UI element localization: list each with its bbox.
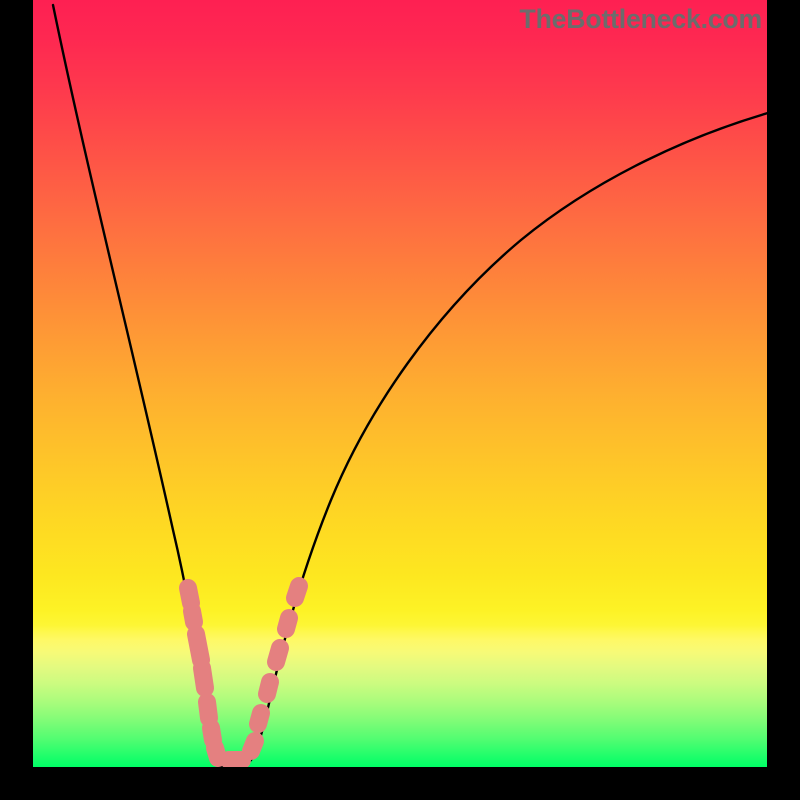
data-marker [196,634,201,660]
bottleneck-chart-root: TheBottleneck.com [0,0,800,800]
data-marker [267,682,270,694]
watermark-text: TheBottleneck.com [520,4,762,35]
chart-svg [33,0,767,767]
data-marker [295,586,299,598]
data-marker [207,702,209,718]
data-marker [251,741,255,751]
gradient-background [33,0,767,767]
data-marker [286,618,289,629]
data-marker [276,648,280,662]
data-marker [202,668,205,688]
chart-content-area [33,0,767,767]
data-marker [215,748,218,758]
data-marker [258,713,261,724]
data-marker [192,611,194,622]
data-marker [211,728,213,740]
data-marker [188,588,191,603]
